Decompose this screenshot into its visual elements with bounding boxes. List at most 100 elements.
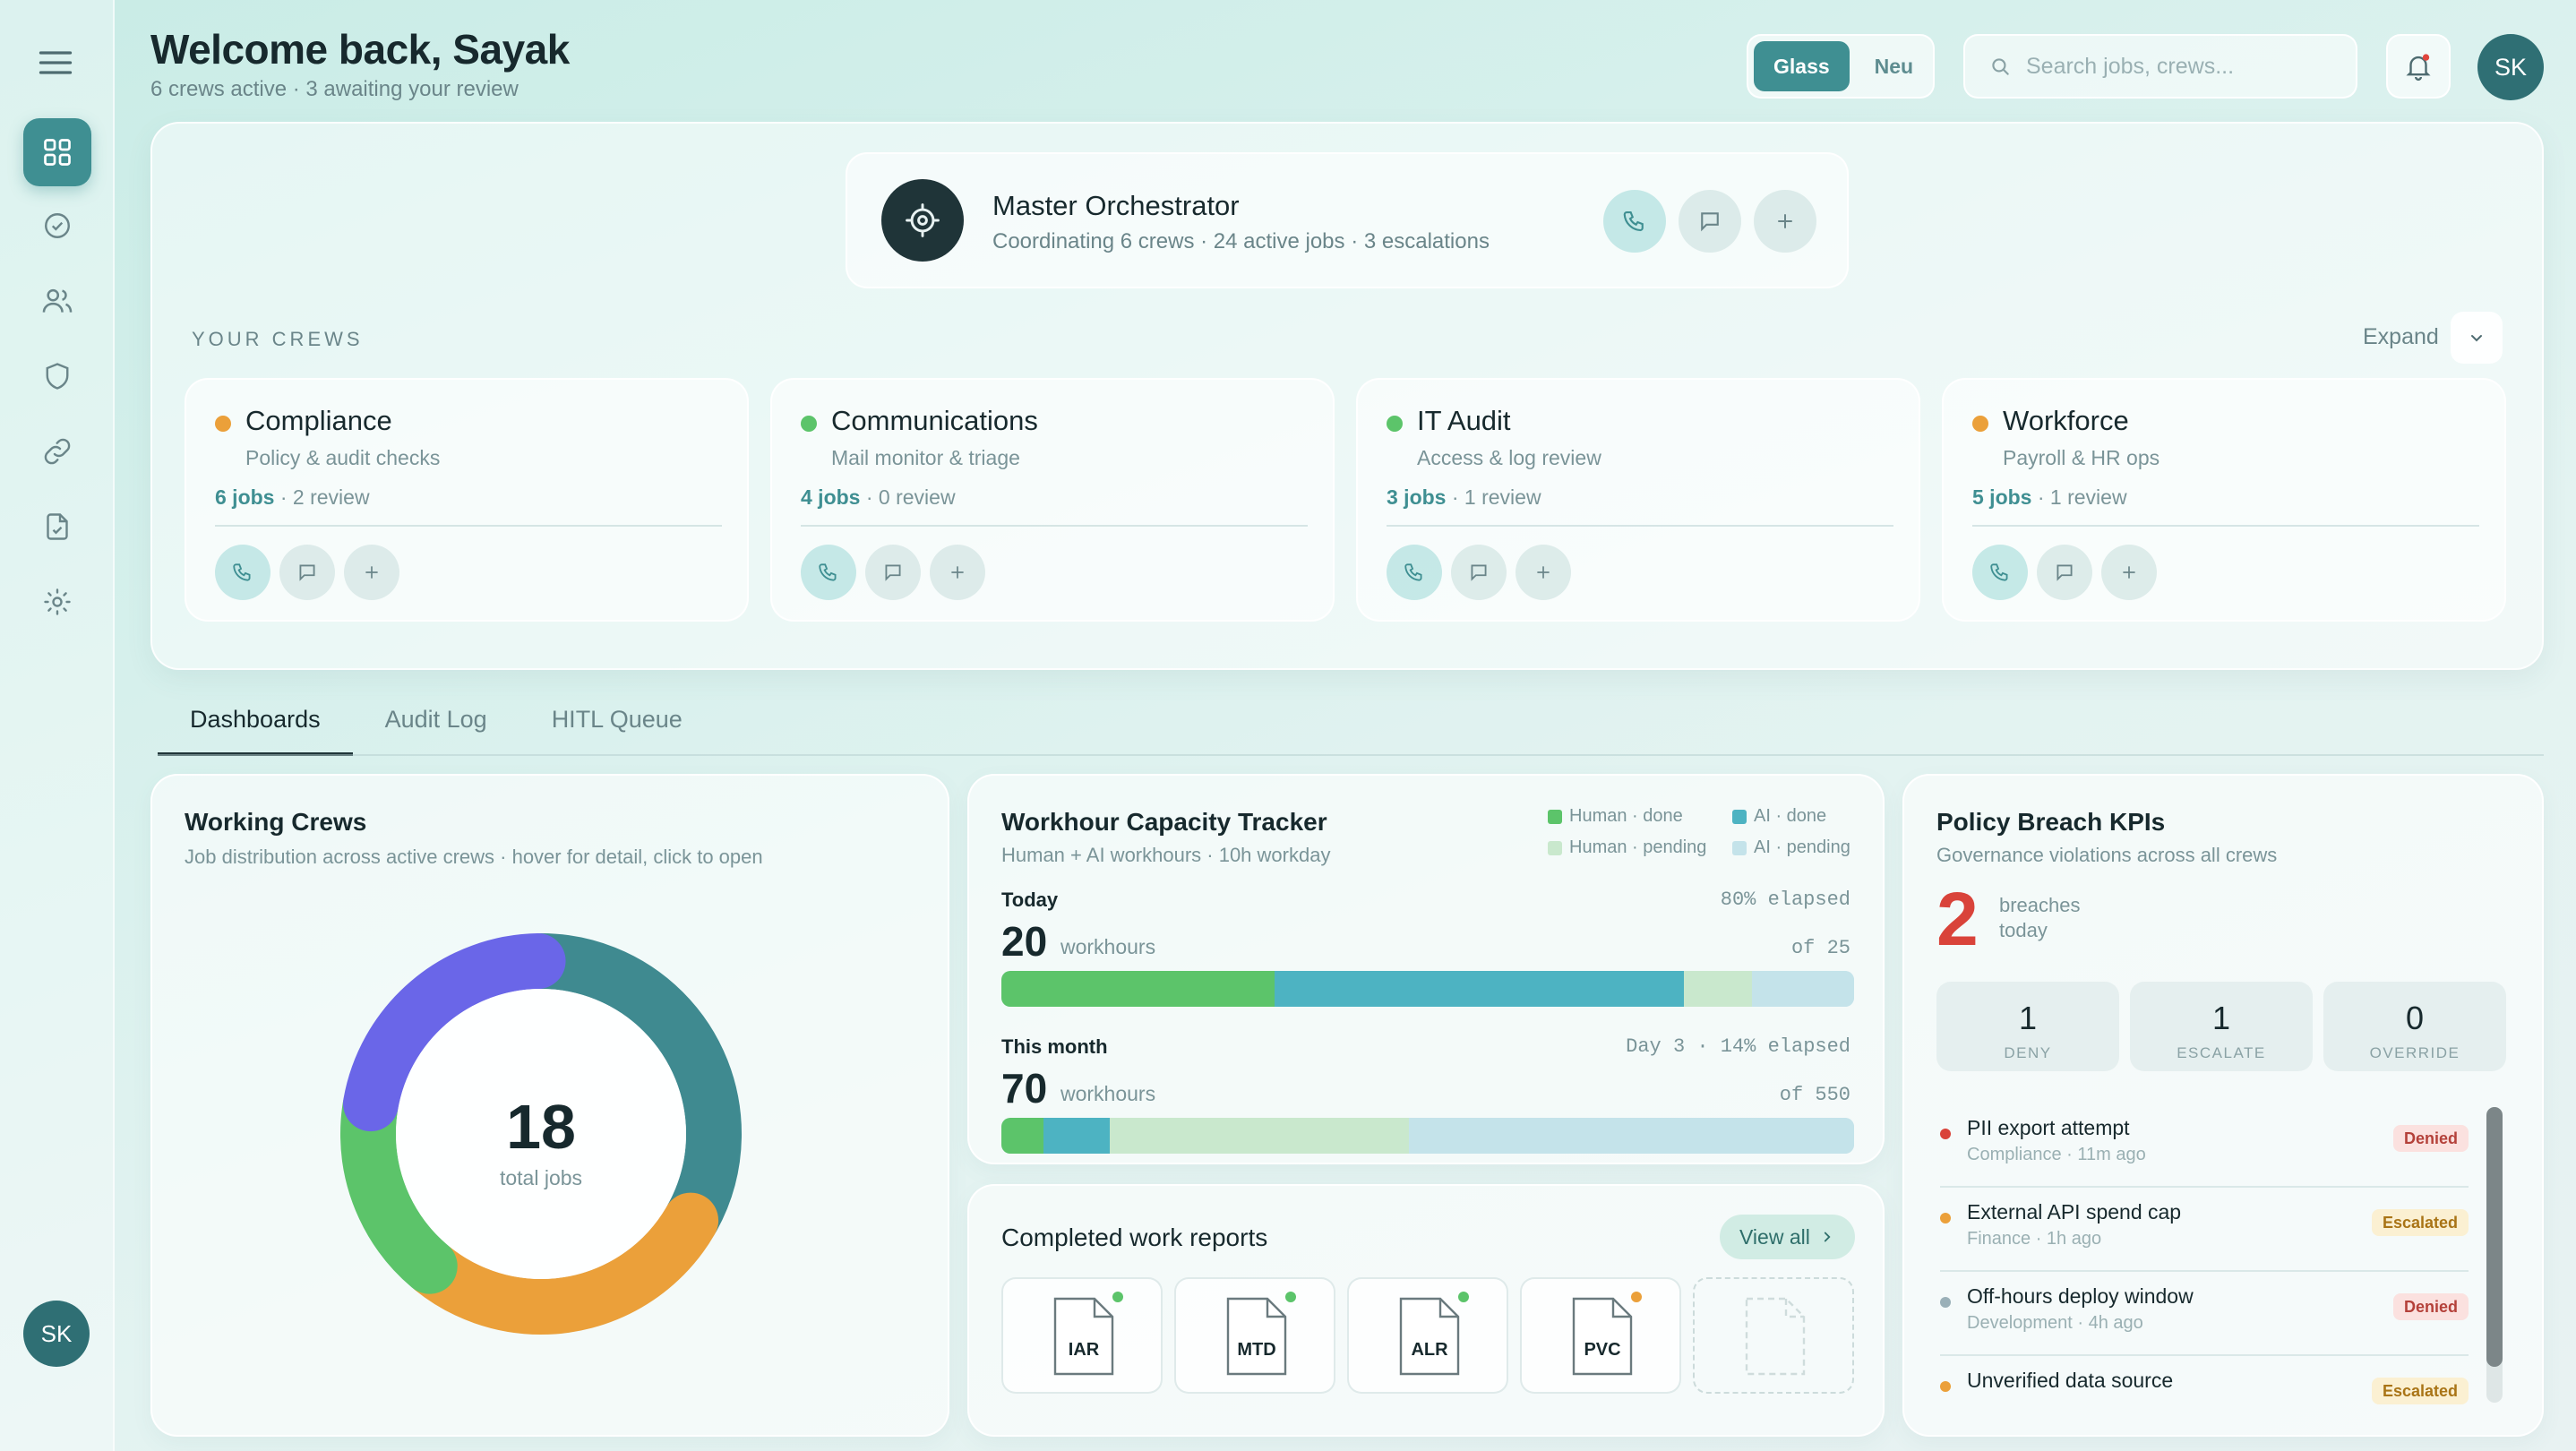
crew-call-button[interactable] bbox=[801, 545, 856, 600]
target-icon bbox=[881, 179, 964, 262]
orchestrator-add-button[interactable] bbox=[1754, 190, 1816, 253]
crew-card-compliance[interactable]: Compliance Policy & audit checks 6 jobs · … bbox=[185, 378, 749, 622]
nav-reports[interactable] bbox=[23, 493, 91, 561]
crew-card-workforce[interactable]: Workforce Payroll & HR ops 5 jobs · 1 revi… bbox=[1942, 378, 2506, 622]
tab-hitl-queue[interactable]: HITL Queue bbox=[551, 706, 683, 733]
donut-slice-2[interactable] bbox=[340, 933, 742, 1335]
kpi-override-label: OVERRIDE bbox=[2369, 1044, 2460, 1061]
donut-slice-3[interactable] bbox=[340, 933, 742, 1335]
nav-policies[interactable] bbox=[23, 342, 91, 410]
month-capacity-bar[interactable] bbox=[1001, 1118, 1854, 1154]
theme-option-glass[interactable]: Glass bbox=[1754, 41, 1850, 91]
nav-crews[interactable] bbox=[23, 267, 91, 335]
plus-icon bbox=[1778, 214, 1792, 228]
phone-icon bbox=[1990, 563, 2008, 581]
menu-icon[interactable] bbox=[36, 43, 75, 82]
kpi-deny-label: DENY bbox=[2004, 1044, 2052, 1061]
report-status-dot bbox=[1285, 1292, 1296, 1302]
legend-ai-done: AI · done bbox=[1732, 806, 1826, 827]
divider bbox=[801, 525, 1308, 527]
status-badge: Denied bbox=[2392, 1125, 2469, 1152]
orchestrator-call-button[interactable] bbox=[1603, 190, 1666, 253]
job-distribution-donut[interactable] bbox=[333, 926, 749, 1342]
status-dot bbox=[1387, 416, 1403, 432]
theme-option-neu[interactable]: Neu bbox=[1874, 54, 1914, 78]
nav-integrations[interactable] bbox=[23, 417, 91, 485]
donut-slice-1[interactable] bbox=[340, 933, 742, 1335]
kpi-escalate-value: 1 bbox=[2211, 1000, 2231, 1036]
nav-dashboard[interactable] bbox=[23, 118, 91, 186]
nav-tasks[interactable] bbox=[23, 192, 91, 260]
status-badge: Denied bbox=[2392, 1293, 2469, 1320]
notifications-button[interactable] bbox=[2386, 34, 2451, 99]
kpi-deny[interactable]: 1 DENY bbox=[1936, 982, 2119, 1071]
report-mtd[interactable]: MTD bbox=[1174, 1277, 1335, 1394]
scrollbar-thumb[interactable] bbox=[2486, 1107, 2503, 1367]
report-iar[interactable]: IAR bbox=[1001, 1277, 1163, 1394]
user-avatar[interactable]: SK bbox=[2477, 34, 2544, 100]
orchestrator-chat-button[interactable] bbox=[1679, 190, 1741, 253]
crew-card-communications[interactable]: Communications Mail monitor & triage 4 job… bbox=[770, 378, 1335, 622]
tab-bar: Dashboards Audit Log HITL Queue bbox=[158, 697, 715, 756]
crew-chat-button[interactable] bbox=[1451, 545, 1507, 600]
crew-call-button[interactable] bbox=[215, 545, 270, 600]
kpi-override[interactable]: 0 OVERRIDE bbox=[2323, 982, 2506, 1071]
breach-count-period: today bbox=[1999, 919, 2048, 941]
crew-chat-button[interactable] bbox=[2037, 545, 2092, 600]
chat-icon bbox=[2057, 564, 2073, 581]
donut-center bbox=[396, 989, 686, 1279]
chat-icon bbox=[299, 564, 315, 581]
crew-card-it-audit[interactable]: IT Audit Access & log review 3 jobs · 1 re… bbox=[1356, 378, 1920, 622]
file-icon bbox=[1572, 1297, 1633, 1376]
bar-segment-1 bbox=[1043, 1118, 1111, 1154]
plus-icon bbox=[365, 566, 378, 579]
tab-audit-log[interactable]: Audit Log bbox=[384, 706, 487, 733]
kpi-escalate[interactable]: 1 ESCALATE bbox=[2130, 982, 2313, 1071]
view-all-button[interactable]: View all bbox=[1720, 1215, 1855, 1259]
breach-dot bbox=[1940, 1129, 1951, 1139]
breach-item[interactable]: Off-hours deploy window Development · 4h … bbox=[1940, 1275, 2469, 1356]
today-capacity-bar[interactable] bbox=[1001, 971, 1854, 1007]
link-icon bbox=[44, 438, 71, 465]
phone-icon bbox=[819, 563, 837, 581]
report-code: MTD bbox=[1237, 1340, 1276, 1360]
expand-label[interactable]: Expand bbox=[2363, 324, 2439, 349]
breach-dot bbox=[1940, 1213, 1951, 1223]
today-elapsed: 80% elapsed bbox=[1720, 889, 1850, 911]
tab-dashboards[interactable]: Dashboards bbox=[158, 697, 353, 756]
crew-add-button[interactable] bbox=[1516, 545, 1571, 600]
orchestrator-card[interactable]: Master Orchestrator Coordinating 6 crews… bbox=[846, 152, 1849, 288]
breach-count-label: breaches bbox=[1999, 894, 2081, 916]
orchestrator-title: Master Orchestrator bbox=[992, 190, 1240, 221]
report-alr[interactable]: ALR bbox=[1347, 1277, 1508, 1394]
crew-call-button[interactable] bbox=[1387, 545, 1442, 600]
crew-chat-button[interactable] bbox=[279, 545, 335, 600]
breach-item[interactable]: PII export attempt Compliance · 11m ago De… bbox=[1940, 1107, 2469, 1188]
file-check-icon bbox=[47, 513, 68, 540]
chevron-right-icon bbox=[1824, 1232, 1831, 1242]
crew-add-button[interactable] bbox=[2101, 545, 2157, 600]
crew-chat-button[interactable] bbox=[865, 545, 921, 600]
search-input[interactable] bbox=[2026, 53, 2331, 80]
plus-icon bbox=[951, 566, 964, 579]
breach-item[interactable]: Unverified data source Escalated bbox=[1940, 1360, 2469, 1435]
workhour-title: Workhour Capacity Tracker bbox=[1001, 808, 1327, 836]
chat-icon bbox=[1701, 212, 1719, 232]
divider bbox=[215, 525, 722, 527]
expand-button[interactable] bbox=[2451, 312, 2503, 364]
bar-segment-3 bbox=[1751, 971, 1854, 1007]
report-pvc[interactable]: PVC bbox=[1520, 1277, 1681, 1394]
legend-human-done: Human · done bbox=[1548, 806, 1683, 827]
crew-add-button[interactable] bbox=[344, 545, 399, 600]
breach-item[interactable]: External API spend cap Finance · 1h ago Es… bbox=[1940, 1191, 2469, 1272]
avatar[interactable]: SK bbox=[23, 1301, 90, 1367]
crew-stats: 5 jobs · 1 review bbox=[1972, 485, 2127, 509]
crew-add-button[interactable] bbox=[930, 545, 985, 600]
nav-settings[interactable] bbox=[23, 568, 91, 636]
crew-call-button[interactable] bbox=[1972, 545, 2028, 600]
breach-name: External API spend cap bbox=[1967, 1200, 2182, 1223]
status-dot bbox=[1972, 416, 1988, 432]
crew-description: Mail monitor & triage bbox=[831, 446, 1020, 469]
bar-segment-2 bbox=[1683, 971, 1752, 1007]
status-badge: Escalated bbox=[2371, 1209, 2469, 1236]
